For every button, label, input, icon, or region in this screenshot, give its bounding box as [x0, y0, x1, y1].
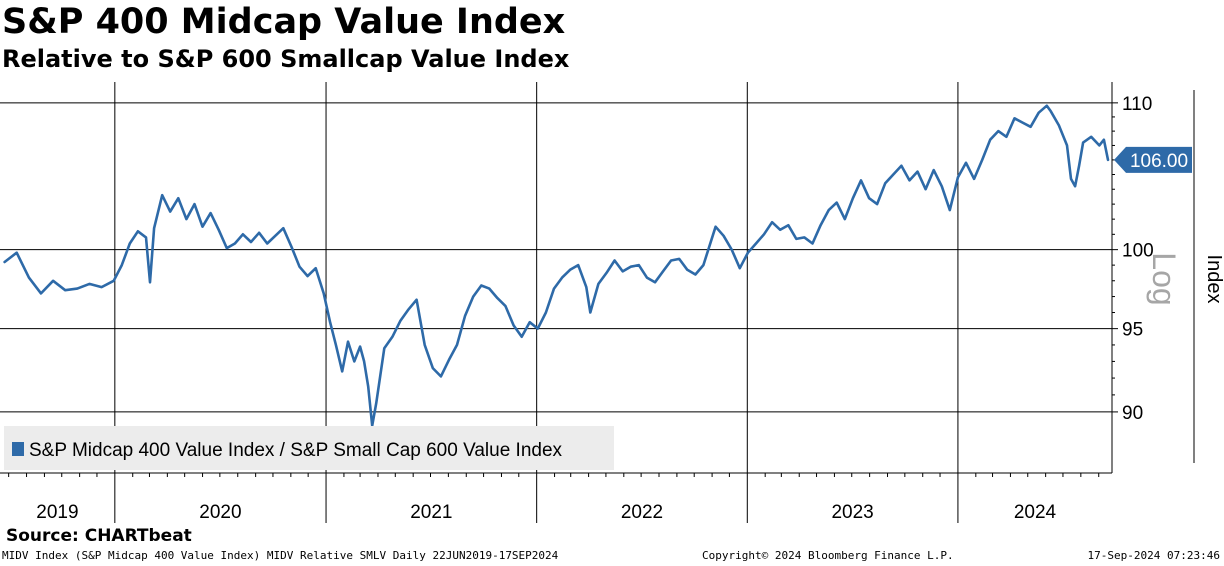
log-scale-label: Log [1146, 252, 1182, 305]
y-tick-label: 95 [1122, 320, 1143, 341]
x-tick-label: 2022 [621, 502, 663, 523]
footer-description: MIDV Index (S&P Midcap 400 Value Index) … [2, 549, 559, 562]
footer-copyright: Copyright© 2024 Bloomberg Finance L.P. [702, 549, 954, 562]
legend-label: S&P Midcap 400 Value Index / S&P Small C… [29, 440, 563, 461]
y-tick-label: 110 [1122, 94, 1152, 115]
chart-subtitle: Relative to S&P 600 Smallcap Value Index [2, 45, 570, 73]
last-value-label: 106.00 [1130, 151, 1188, 172]
source-note: Source: CHARTbeat [6, 526, 192, 546]
y-tick-label: 100 [1122, 241, 1154, 262]
x-tick-label: 2023 [831, 502, 873, 523]
legend-box [4, 426, 614, 470]
x-tick-label: 2020 [199, 502, 241, 523]
x-tick-label: 2019 [36, 502, 78, 523]
y-tick-label: 90 [1122, 403, 1143, 424]
last-value-marker [1114, 146, 1192, 173]
chart-title: S&P 400 Midcap Value Index [2, 2, 566, 42]
x-tick-label: 2021 [410, 502, 452, 523]
series-line [3, 104, 1110, 428]
y-axis-label: Index [1203, 255, 1224, 304]
legend-swatch [12, 442, 24, 456]
x-tick-label: 2024 [1014, 502, 1057, 523]
footer-timestamp: 17-Sep-2024 07:23:46 [1087, 549, 1220, 562]
